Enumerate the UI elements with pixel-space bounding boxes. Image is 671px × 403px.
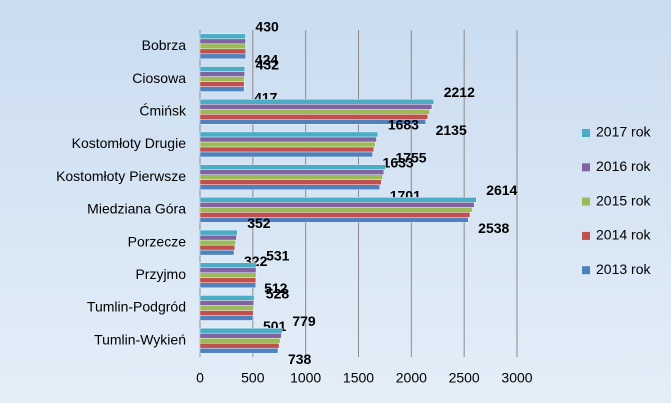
legend-swatch <box>582 266 590 275</box>
data-label: 1633 <box>383 155 414 171</box>
bar <box>199 66 246 72</box>
x-tick-label: 2000 <box>396 370 427 386</box>
bar <box>199 249 235 256</box>
bar <box>199 342 280 349</box>
bar <box>199 184 380 190</box>
y-tick-label: Kostomłoty Pierwsze <box>56 168 186 184</box>
data-label: 738 <box>288 351 312 367</box>
bar <box>199 244 236 251</box>
bar <box>199 282 256 288</box>
legend-swatch <box>582 129 590 137</box>
bar <box>199 136 377 143</box>
bar <box>199 337 281 344</box>
bar <box>199 104 433 110</box>
bar <box>199 347 279 354</box>
data-label: 528 <box>266 285 290 301</box>
data-label: 432 <box>256 57 280 73</box>
bar <box>199 202 475 208</box>
legend-swatch <box>582 163 590 172</box>
bar <box>199 131 379 138</box>
y-tick-label: Bobrza <box>142 37 187 53</box>
bar <box>199 229 238 236</box>
bar <box>199 71 245 77</box>
data-label: 2212 <box>444 84 475 100</box>
bar <box>199 99 434 105</box>
bar <box>199 207 473 213</box>
bar <box>199 217 469 223</box>
legend-label: 2016 rok <box>596 158 651 174</box>
bar <box>199 151 373 158</box>
x-tick-label: 0 <box>196 370 204 386</box>
data-label: 512 <box>264 280 288 296</box>
bar <box>199 86 245 92</box>
bar <box>199 53 246 60</box>
data-label: 1755 <box>395 149 426 165</box>
bar <box>199 164 386 170</box>
x-tick-label: 1500 <box>343 370 374 386</box>
data-label: 779 <box>292 313 316 329</box>
bar <box>199 277 257 283</box>
data-label: 424 <box>255 51 279 67</box>
data-label: 2538 <box>478 220 509 236</box>
bar <box>199 327 283 334</box>
legend-label: 2014 rok <box>596 227 651 243</box>
bar <box>199 81 245 87</box>
legend-label: 2013 rok <box>596 261 651 277</box>
bar <box>199 262 257 268</box>
bar <box>199 234 237 241</box>
bar <box>199 169 385 175</box>
bar <box>199 38 246 45</box>
bar <box>199 141 376 148</box>
x-tick-label: 2500 <box>449 370 480 386</box>
bar <box>199 310 254 316</box>
legend-swatch <box>582 197 590 206</box>
bar <box>199 48 246 55</box>
bar <box>199 33 246 40</box>
data-label: 430 <box>255 19 279 35</box>
bar <box>199 109 431 115</box>
bar <box>199 212 471 218</box>
bar <box>199 179 382 185</box>
data-label: 531 <box>266 247 290 263</box>
legend-swatch <box>582 231 590 240</box>
y-tick-label: Kostomłoty Drugie <box>72 135 187 151</box>
legend-label: 2017 rok <box>596 124 651 140</box>
bar <box>199 76 245 82</box>
data-label: 1683 <box>388 117 419 133</box>
bar <box>199 43 246 50</box>
y-tick-label: Przyjmo <box>135 266 186 282</box>
data-label: 352 <box>247 215 271 231</box>
y-tick-label: Ciosowa <box>132 70 186 86</box>
data-label: 2614 <box>486 182 517 198</box>
bar <box>199 146 375 153</box>
bar <box>199 315 254 321</box>
bar <box>199 305 254 311</box>
y-tick-label: Tumlin-Wykień <box>94 331 186 347</box>
bar <box>199 267 257 273</box>
y-tick-label: Porzecze <box>128 233 187 249</box>
bar <box>199 239 236 246</box>
y-tick-label: Ćmińsk <box>139 102 187 118</box>
legend-label: 2015 rok <box>596 192 651 208</box>
data-label: 2135 <box>436 122 467 138</box>
x-tick-label: 500 <box>241 370 265 386</box>
bar <box>199 295 255 301</box>
bar <box>199 272 257 278</box>
y-tick-label: Miedziana Góra <box>87 201 186 217</box>
bar <box>199 332 282 339</box>
x-tick-label: 1000 <box>290 370 321 386</box>
y-tick-label: Tumlin-Podgród <box>87 299 186 315</box>
bar <box>199 174 383 180</box>
bar <box>199 197 477 203</box>
x-tick-label: 3000 <box>501 370 532 386</box>
bar <box>199 300 254 306</box>
